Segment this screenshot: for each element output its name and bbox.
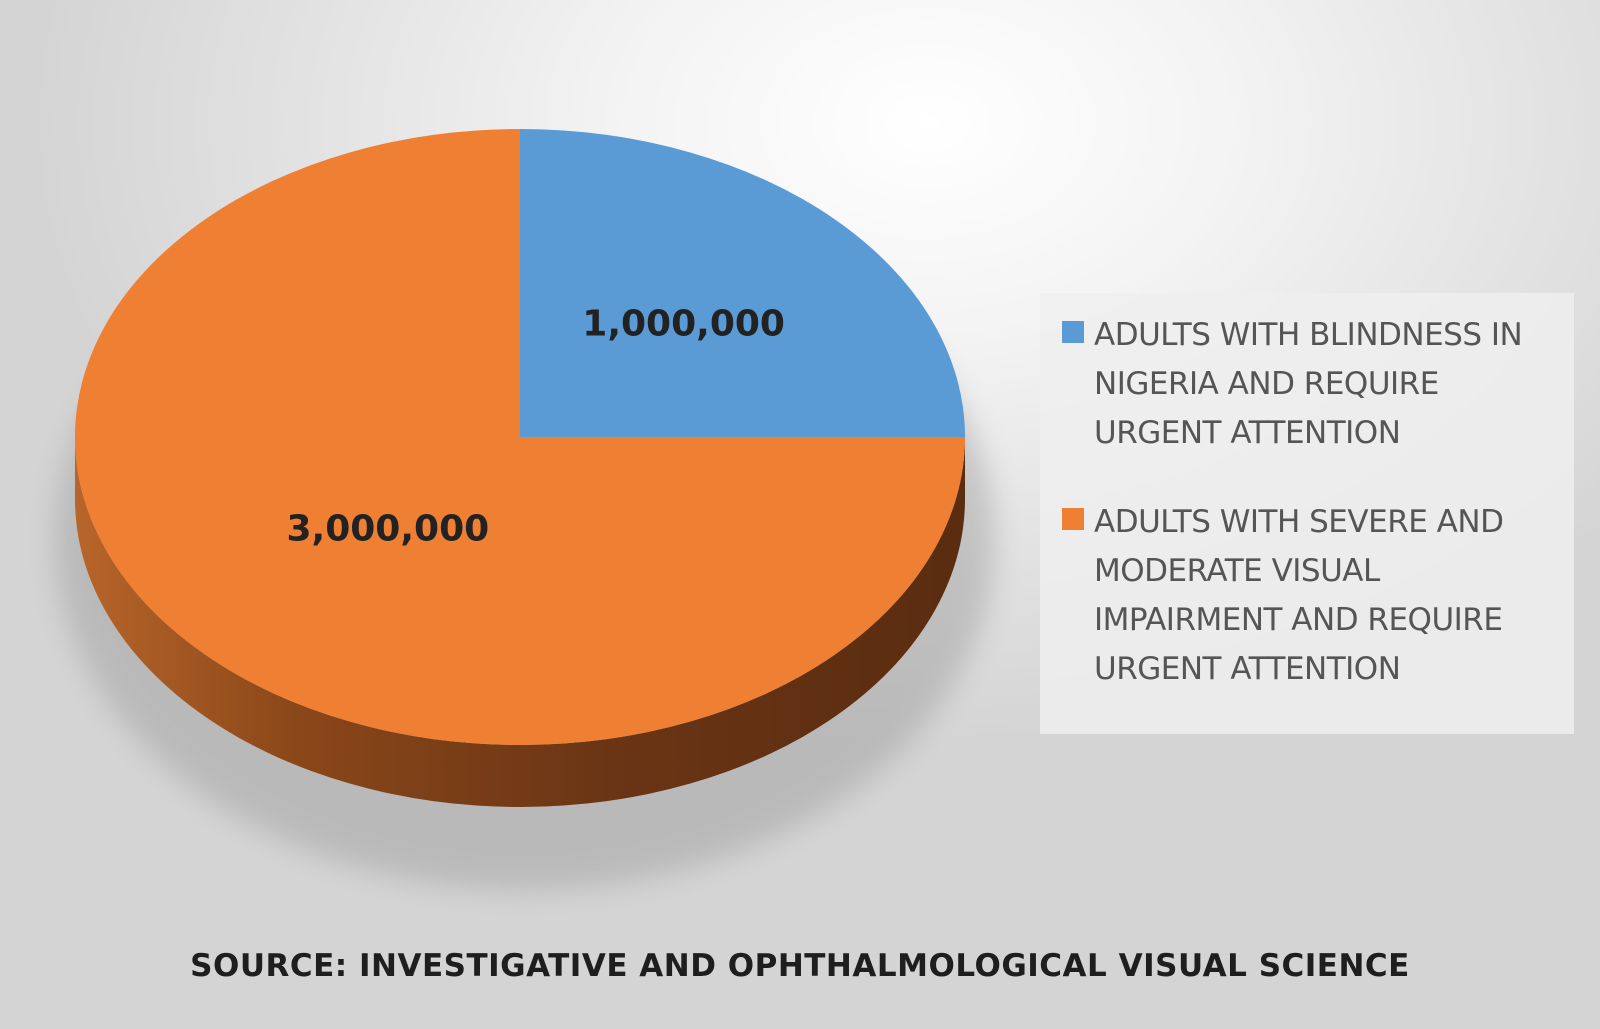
legend-label-blindness: ADULTS WITH BLINDNESS IN NIGERIA AND REQ… [1094,317,1523,451]
legend-label-visual-impairment: ADULTS WITH SEVERE AND MODERATE VISUAL I… [1094,504,1504,687]
pie-slice-visual-impairment [75,129,965,745]
legend-swatch-visual-impairment [1062,508,1084,530]
data-label-blindness: 1,000,000 [582,304,785,345]
pie-side-band [75,437,965,807]
legend: ADULTS WITH BLINDNESS IN NIGERIA AND REQ… [1040,293,1574,734]
source-caption: SOURCE: INVESTIGATIVE AND OPHTHALMOLOGIC… [190,948,1410,984]
legend-item-visual-impairment: ADULTS WITH SEVERE AND MODERATE VISUAL I… [1062,498,1560,694]
data-label-visual-impairment: 3,000,000 [286,508,489,549]
pie-slice-blindness [520,129,965,437]
legend-item-blindness: ADULTS WITH BLINDNESS IN NIGERIA AND REQ… [1062,311,1560,458]
legend-swatch-blindness [1062,321,1084,343]
